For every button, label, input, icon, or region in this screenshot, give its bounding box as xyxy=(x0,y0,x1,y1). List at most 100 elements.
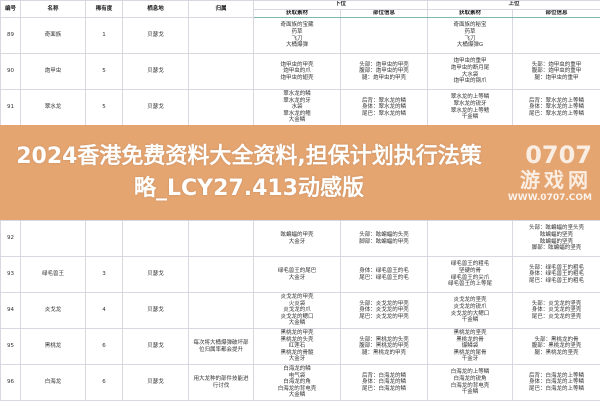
cell-rarity[interactable]: 3 xyxy=(85,256,123,293)
cell-name[interactable]: 奇面族 xyxy=(20,17,86,54)
table-row[interactable]: 94 炎戈龙 4 贝瑟戈 炎戈龙的甲壳 火炎袋 炎戈龙的爪 炎戈龙的鳃口 大金鳞 头部：炎戈龙的甲… xyxy=(0,292,600,329)
table-row[interactable]: 92 眩蝙蝠的甲壳 大金牙 头部：眩蝙蝠的头壳 脚部：眩蝙蝠的甲壳 头部：眩蝙蝠的坚头壳眩… xyxy=(0,220,600,257)
cell-line: 翠水龙 xyxy=(44,104,62,111)
cell-id[interactable]: 95 xyxy=(0,328,21,365)
cell-line: 大金牙 xyxy=(288,274,306,281)
table-row[interactable]: 93 绿毛兽王 3 贝瑟戈 绿毛兽王的尾巴 大金牙 身体：绿毛兽王的毛 尾巴：绿毛兽王的毛 绿毛… xyxy=(0,256,600,293)
cell-habitat[interactable] xyxy=(122,220,189,257)
cell-high-materials[interactable]: 炎戈龙的坚壳 炎戈龙的锐爪 炎戈龙的大鳃口 千金鳞 xyxy=(427,292,514,329)
table-row[interactable]: 95 黑桃龙 6 贝瑟戈 每次将大桶爆弹破坏部 位归属率都会提升 黑桃龙的甲壳 黑桃龙的头壳红… xyxy=(0,328,600,365)
cell-rarity[interactable]: 4 xyxy=(85,292,123,329)
header-rarity[interactable]: 稀有度 xyxy=(85,0,123,18)
cell-rarity[interactable]: 6 xyxy=(85,364,123,401)
cell-name[interactable]: 炮甲虫 xyxy=(20,53,86,90)
cell-high-parts[interactable]: 后背：白海龙的上等鳞 身体：白海龙的上等鳞 尾巴：白海龙的上等鳞 xyxy=(512,364,600,401)
cell-low-parts[interactable]: 后背：翠水龙的鳞 身体：翠水龙的鳞 尾巴：翠水龙的鳞 xyxy=(339,89,429,126)
cell-attribution[interactable] xyxy=(188,220,254,257)
cell-id[interactable]: 92 xyxy=(0,220,21,257)
cell-rarity[interactable] xyxy=(85,220,123,257)
cell-low-parts[interactable] xyxy=(339,17,429,54)
cell-attribution[interactable]: 每次将大桶爆弹破坏部 位归属率都会提升 xyxy=(188,328,254,365)
cell-line: 头部：炮甲虫的重甲 xyxy=(531,61,582,68)
cell-low-parts[interactable]: 后背：白海龙的鳞 身体：白海龙的鳞 尾巴：白海龙的鳞 xyxy=(339,364,429,401)
table-row[interactable]: 90 炮甲虫 5 贝瑟戈 炮甲虫的甲壳 炮甲虫的爪 炮甲虫的翅壳 头部：炮甲虫的甲壳 腹部：炮甲… xyxy=(0,53,600,90)
cell-id[interactable]: 96 xyxy=(0,364,21,401)
header-low-parts[interactable]: 部位信息 xyxy=(339,8,429,18)
header-habitat[interactable]: 栖息地 xyxy=(122,0,189,18)
cell-low-materials[interactable]: 绿毛兽王的尾巴 大金牙 xyxy=(253,256,341,293)
cell-high-parts[interactable]: 后背：翠水龙的上等鳞 身体：翠水龙的上等鳞 尾巴：翠水龙的上等鳞 xyxy=(512,89,600,126)
cell-high-materials[interactable]: 奇面族的秘宝 药草 飞刀 大桶爆弹G xyxy=(427,17,514,54)
cell-high-parts[interactable] xyxy=(512,17,600,54)
cell-name[interactable]: 白海龙 xyxy=(20,364,86,401)
cell-high-parts[interactable]: 头部：炎戈龙的坚壳 身体：炎戈龙的坚壳 尾巴：炎戈龙的坚壳 xyxy=(512,292,600,329)
table-row[interactable]: 91 翠水龙 5 贝瑟戈 翠水龙的鳞 翠水龙的牙 水袋 翠水龙的鳍 大金鳞 后背：翠水龙的鳞 身体：… xyxy=(0,89,600,126)
cell-attribution[interactable] xyxy=(188,17,254,54)
cell-low-materials[interactable]: 眩蝙蝠的甲壳 大金牙 xyxy=(253,220,341,257)
cell-habitat[interactable]: 贝瑟戈 xyxy=(122,328,189,365)
cell-low-parts[interactable]: 头部：眩蝙蝠的头壳 脚部：眩蝙蝠的甲壳 xyxy=(339,220,429,257)
cell-name[interactable] xyxy=(20,220,86,257)
header-high-materials[interactable]: 获取素材 xyxy=(427,8,514,18)
header-attribution[interactable]: 归属 xyxy=(188,0,254,18)
cell-high-materials[interactable]: 白海龙的上等鳞 白海龙的锐角 白海龙的背电壳 千金鳞 xyxy=(427,364,514,401)
cell-low-materials[interactable]: 炎戈龙的甲壳 火炎袋 炎戈龙的爪 炎戈龙的鳃口 大金鳞 xyxy=(253,292,341,329)
cell-line: 尾巴：翠水龙的鳞 xyxy=(362,110,407,117)
cell-high-materials[interactable]: 翠水龙的上等鳞 翠水龙的锐牙 翠水龙的上等鳍 千金鳞 xyxy=(427,89,514,126)
cell-id[interactable]: 91 xyxy=(0,89,21,126)
cell-name[interactable]: 黑桃龙 xyxy=(20,328,86,365)
cell-low-materials[interactable]: 白海龙的鳞 电气袋 白海龙的角 白海龙的背电壳 大金鳞 xyxy=(253,364,341,401)
cell-high-materials[interactable]: 炮甲虫的重甲 炮甲虫的断月尾 大水袋 炮甲虫的钢爪 xyxy=(427,53,514,90)
cell-low-parts[interactable]: 头部：炎戈龙的甲壳 身体：炎戈龙的甲壳 尾巴：炎戈龙的甲壳 xyxy=(339,292,429,329)
cell-high-parts[interactable]: 头部：绿毛兽王的粗毛 身体：绿毛兽王的粗毛 尾巴：绿毛兽王的粗毛 xyxy=(512,256,600,293)
cell-line: 头部：眩蝙蝠的坚头壳 xyxy=(529,225,585,232)
cell-habitat[interactable]: 贝瑟戈 xyxy=(122,364,189,401)
header-high-parts[interactable]: 部位信息 xyxy=(512,8,600,18)
cell-habitat[interactable]: 贝瑟戈 xyxy=(122,17,189,54)
cell-attribution[interactable] xyxy=(188,53,254,90)
table-row[interactable]: 96 白海龙 6 贝瑟戈 用大龙种的部件技能进 行讨伐 白海龙的鳞 电气袋 白海龙的角 白海龙的背… xyxy=(0,364,600,401)
cell-attribution[interactable] xyxy=(188,89,254,126)
cell-rarity[interactable]: 5 xyxy=(85,89,123,126)
header-low-rank[interactable]: 下位 xyxy=(252,0,429,10)
cell-name[interactable]: 翠水龙 xyxy=(20,89,86,126)
cell-low-materials[interactable]: 炮甲虫的甲壳 炮甲虫的爪 炮甲虫的翅壳 xyxy=(253,53,341,90)
header-low-materials[interactable]: 获取素材 xyxy=(253,8,341,18)
cell-habitat[interactable]: 贝瑟戈 xyxy=(122,89,189,126)
cell-rarity[interactable]: 5 xyxy=(85,53,123,90)
cell-attribution[interactable] xyxy=(188,292,254,329)
cell-habitat[interactable]: 贝瑟戈 xyxy=(122,292,189,329)
cell-rarity[interactable]: 6 xyxy=(85,328,123,365)
cell-id[interactable]: 90 xyxy=(0,53,21,90)
cell-habitat[interactable]: 贝瑟戈 xyxy=(122,256,189,293)
cell-low-parts[interactable]: 头部：黑桃龙的头壳 腹部：黑桃龙的甲壳 腿：黑桃龙的甲壳 xyxy=(339,328,429,365)
cell-id[interactable]: 89 xyxy=(0,17,21,54)
cell-low-materials[interactable]: 奇面族的宝藏 药草 飞刀 大桶爆弹 xyxy=(253,17,341,54)
cell-id[interactable]: 93 xyxy=(0,256,21,293)
cell-name[interactable]: 炎戈龙 xyxy=(20,292,86,329)
cell-line: 身体：白海龙的上等鳞 xyxy=(529,379,585,386)
cell-high-materials[interactable] xyxy=(427,220,514,257)
cell-high-materials[interactable]: 绿毛兽王的粗毛 坚硬的骨 绿毛兽王的尖爪 绿毛兽王的上等尾 xyxy=(427,256,514,293)
header-high-rank[interactable]: 上位 xyxy=(427,0,600,10)
cell-id[interactable]: 94 xyxy=(0,292,21,329)
header-id[interactable]: 编号 xyxy=(0,0,21,18)
cell-low-parts[interactable]: 头部：炮甲虫的甲壳 腹部：炮甲虫的甲壳 腿：炮甲虫的甲壳 xyxy=(339,53,429,90)
cell-attribution[interactable]: 用大龙种的部件技能进 行讨伐 xyxy=(188,364,254,401)
cell-low-parts[interactable]: 身体：绿毛兽王的毛 尾巴：绿毛兽王的毛 xyxy=(339,256,429,293)
cell-attribution[interactable] xyxy=(188,256,254,293)
cell-low-materials[interactable]: 翠水龙的鳞 翠水龙的牙 水袋 翠水龙的鳍 大金鳞 xyxy=(253,89,341,126)
cell-high-materials[interactable]: 黑桃龙的坚壳 黑桃龙的骨 爆鳞袋 黑桃龙的尾骨 千金牙 xyxy=(427,328,514,365)
cell-high-parts[interactable]: 头部：炮甲虫的重甲 腹部：炮甲虫的重甲 腿：炮甲虫的重甲 xyxy=(512,53,600,90)
cell-habitat[interactable]: 贝瑟戈 xyxy=(122,53,189,90)
table-row[interactable]: 89 奇面族 1 贝瑟戈 奇面族的宝藏 药草 飞刀 大桶爆弹 奇面族的秘宝 药草 飞刀 大桶爆弹G xyxy=(0,17,600,54)
cell-low-materials[interactable]: 黑桃龙的甲壳 黑桃龙的头壳 红莲石 黑桃龙的骨髓 大金牙 xyxy=(253,328,341,365)
cell-line: 头部：绿毛兽王的粗毛 xyxy=(529,264,585,271)
cell-high-parts[interactable]: 头部：黑桃龙的骨 腹部：黑桃龙的坚壳 腿：黑桃龙的坚壳 xyxy=(512,328,600,365)
cell-line: 腹部：炮甲虫的重甲 xyxy=(531,68,582,75)
cell-high-parts[interactable]: 头部：眩蝙蝠的坚头壳 眩蝙蝠的坚壳 眩蝙蝠的坚壳 脚部：眩蝙蝠的坚壳 xyxy=(512,220,600,257)
cell-line: 翠水龙的鳞 xyxy=(283,91,311,98)
header-name[interactable]: 名称 xyxy=(20,0,86,18)
cell-name[interactable]: 绿毛兽王 xyxy=(20,256,86,293)
cell-rarity[interactable]: 1 xyxy=(85,17,123,54)
